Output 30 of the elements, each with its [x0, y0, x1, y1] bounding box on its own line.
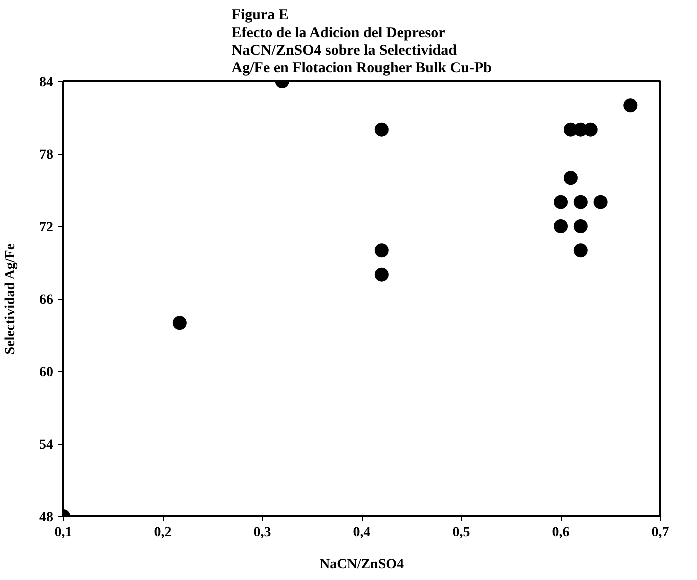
- y-tick-label: 54: [40, 438, 54, 453]
- point: [574, 195, 588, 210]
- x-tick-label: 0,5: [452, 526, 470, 540]
- point: [624, 98, 638, 113]
- x-tick-label: 0,1: [54, 526, 72, 540]
- point: [374, 122, 389, 137]
- point: [554, 220, 568, 234]
- y-tick-label: 66: [40, 293, 54, 308]
- point: [594, 195, 608, 210]
- y-tick-label: 72: [40, 220, 54, 236]
- x-tick-label: 0,3: [254, 526, 272, 540]
- x-axis-title: NaCN/ZnSO4: [320, 558, 404, 572]
- point: [574, 244, 588, 258]
- point: [172, 316, 187, 330]
- y-tick-label: 48: [40, 510, 54, 526]
- x-tick-label: 0,2: [154, 526, 172, 540]
- y-tick-label: 84: [40, 76, 54, 90]
- point: [574, 220, 588, 234]
- x-tick-label: 0,6: [552, 526, 570, 540]
- point: [564, 171, 578, 186]
- x-tick-label: 0,7: [652, 526, 670, 540]
- y-tick-label: 60: [40, 366, 54, 380]
- point: [554, 195, 568, 210]
- point: [374, 268, 389, 282]
- y-axis-title: Selectividad Ag/Fe: [4, 244, 18, 355]
- chart-title: Figura E Efecto de la Adicion del Depresor NaCN/ZnSO4 sobre la Selectividad Ag/Fe en Flotacion Rougher Bulk Cu-Pb: [232, 8, 492, 76]
- y-tick-label: 78: [40, 148, 54, 163]
- point: [584, 122, 598, 137]
- point: [374, 244, 389, 258]
- x-tick-label: 0,4: [353, 526, 371, 540]
